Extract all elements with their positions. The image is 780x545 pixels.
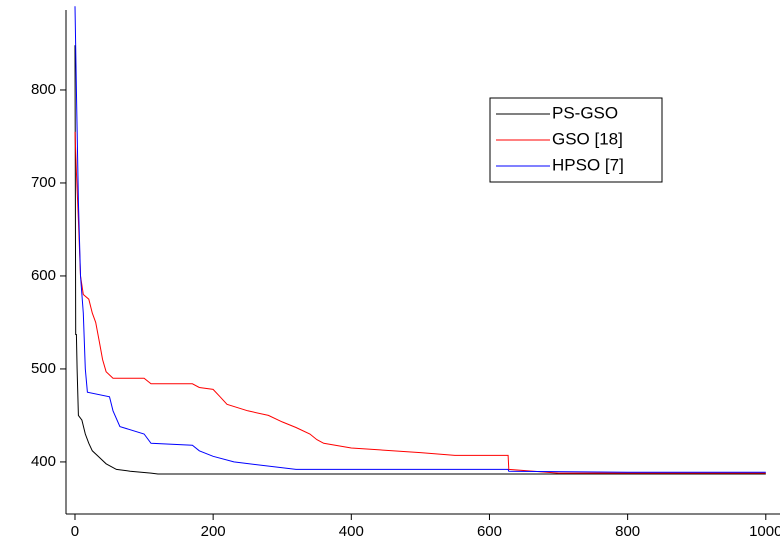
legend-label: PS-GSO (552, 103, 618, 122)
y-tick-label: 500 (31, 360, 56, 377)
x-tick-label: 800 (615, 523, 640, 540)
y-tick-label: 400 (31, 453, 56, 470)
y-tick-label: 800 (31, 81, 56, 98)
legend-label: HPSO [7] (552, 155, 624, 174)
x-tick-label: 400 (339, 523, 364, 540)
x-tick-label: 0 (71, 523, 79, 540)
x-tick-label: 600 (477, 523, 502, 540)
series-line (74, 131, 766, 474)
series-line (74, 6, 766, 473)
y-tick-label: 600 (31, 267, 56, 284)
legend-label: GSO [18] (552, 129, 623, 148)
x-tick-label: 1000 (749, 523, 780, 540)
y-tick-label: 700 (31, 174, 56, 191)
series-line (74, 45, 766, 475)
x-tick-label: 200 (201, 523, 226, 540)
legend: PS-GSO GSO [18] HPSO [7] (489, 97, 663, 183)
